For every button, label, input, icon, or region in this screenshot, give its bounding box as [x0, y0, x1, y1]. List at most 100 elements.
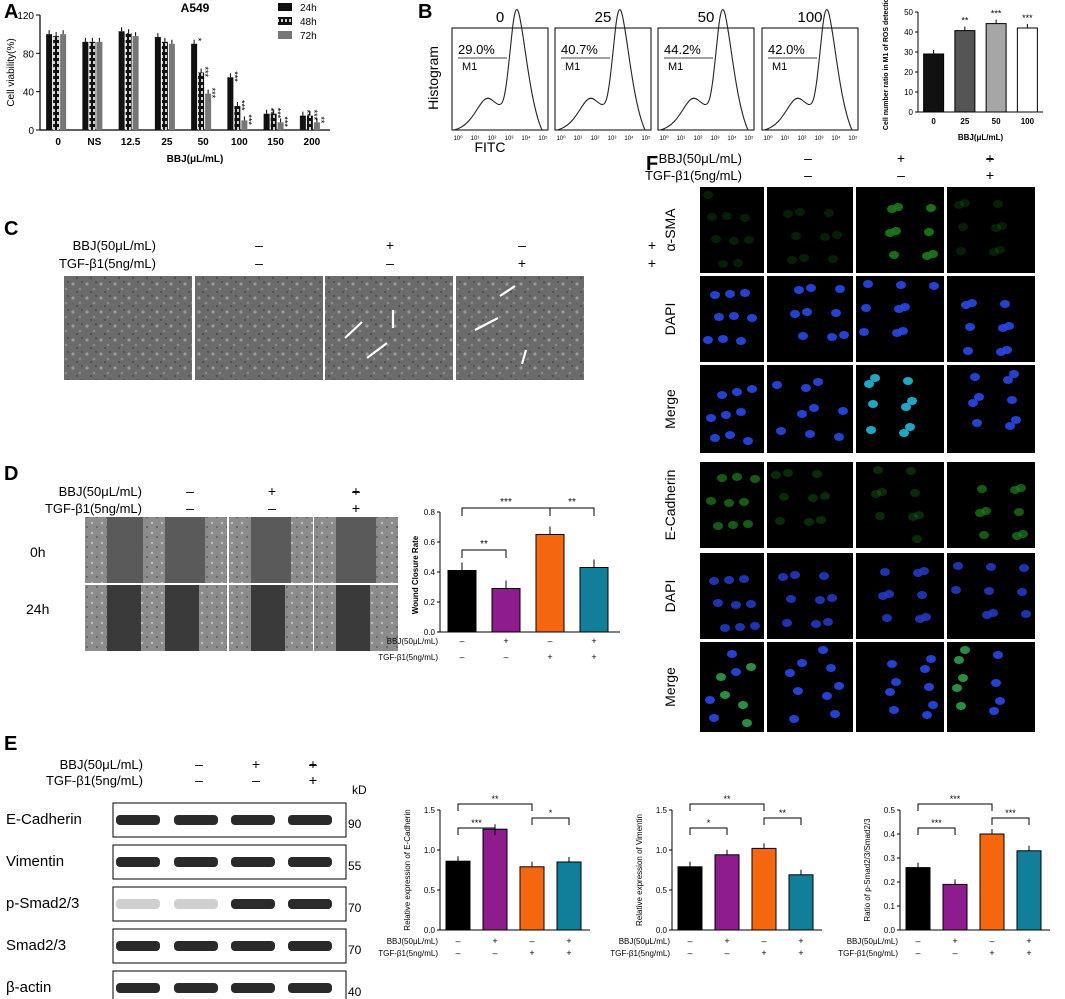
- cell-nucleus: [828, 255, 838, 263]
- histogram-title: 100: [797, 9, 822, 26]
- chart-title: A549: [181, 1, 210, 15]
- cell-nucleus: [929, 282, 939, 290]
- cell-nucleus: [721, 411, 731, 419]
- significance: ***: [207, 88, 217, 99]
- significance-bracket: [461, 507, 551, 516]
- panel-e-bbj-sign: +: [252, 756, 260, 772]
- panel-e-tgf-sign: +: [309, 772, 317, 788]
- cell-nucleus: [997, 222, 1007, 230]
- cell-nucleus: [826, 664, 836, 672]
- gate-percentage: 44.2%: [664, 42, 701, 57]
- panel-d-tgf-label: TGF-β1(5ng/mL): [45, 501, 142, 516]
- histogram-x-tick: 10⁰: [659, 135, 669, 142]
- significance-label: *: [549, 808, 553, 818]
- gate-label: M1: [772, 61, 787, 73]
- chart-tgf-sign: +: [566, 948, 571, 958]
- histogram-x-tick: 10¹: [677, 136, 686, 142]
- bar: [579, 567, 609, 633]
- cell-nucleus: [789, 715, 799, 723]
- chart-tgf-sign: –: [455, 948, 460, 958]
- histogram-x-tick: 10¹: [574, 136, 583, 142]
- cell-nucleus: [926, 655, 936, 663]
- panel-e-bbj-sign: –: [195, 756, 203, 772]
- histogram-title: 0: [496, 9, 504, 26]
- significance-label: ***: [1005, 808, 1016, 818]
- panel-c-tgf-label: TGF-β1(5ng/mL): [59, 256, 156, 271]
- cell-nucleus: [1019, 564, 1029, 572]
- y-tick-label: 0: [909, 108, 914, 117]
- bar-72h: [205, 93, 212, 130]
- cell-nucleus: [776, 427, 786, 435]
- chart-bbj-sign: –: [455, 936, 460, 946]
- cell-nucleus: [783, 210, 793, 218]
- cell-nucleus: [820, 492, 830, 500]
- histogram-curve: [763, 9, 853, 131]
- if-image: [767, 553, 853, 639]
- legend-entry: 72h: [300, 31, 317, 42]
- cell-nucleus: [873, 466, 883, 474]
- bar: [1016, 27, 1038, 113]
- y-tick-label: 30: [904, 48, 913, 57]
- cell-nucleus: [995, 697, 1005, 705]
- cell-nucleus: [738, 701, 748, 709]
- cell-nucleus: [709, 577, 719, 585]
- cell-nucleus: [722, 212, 732, 220]
- cell-nucleus: [988, 609, 998, 617]
- histogram-x-tick: 10⁵: [848, 135, 858, 142]
- cell-nucleus: [965, 323, 975, 331]
- y-tick-label: 1.5: [656, 806, 668, 815]
- cell-nucleus: [790, 571, 800, 579]
- wound-gap: [251, 585, 285, 651]
- panel-d-bbj-sign: –: [352, 483, 360, 499]
- significance: ***: [280, 116, 290, 127]
- if-row-label: α-SMA: [662, 208, 678, 252]
- significance-label: ***: [950, 794, 961, 804]
- cell-nucleus: [709, 714, 719, 722]
- blot-band: [231, 899, 275, 909]
- histogram-title: 25: [595, 9, 612, 26]
- y-tick-label: 0.5: [424, 886, 436, 895]
- arrow-marker: [366, 342, 388, 359]
- cell-nucleus: [744, 236, 754, 244]
- blot-band: [288, 815, 332, 825]
- cell-nucleus: [739, 498, 749, 506]
- histogram-frame: [554, 27, 652, 131]
- panel-f-bbj-sign: +: [986, 150, 994, 166]
- histogram-x-title: FITC: [474, 139, 505, 155]
- cell-nucleus: [713, 599, 723, 607]
- wound-gap: [107, 517, 147, 583]
- cell-nucleus: [794, 286, 804, 294]
- cell-nucleus: [703, 191, 713, 199]
- blot-label: E-Cadherin: [6, 811, 82, 828]
- chart-tgf-label: TGF-β1(5ng/mL): [610, 949, 670, 958]
- cell-nucleus: [838, 407, 848, 415]
- cell-nucleus: [924, 228, 934, 236]
- time-label: 24h: [26, 601, 49, 617]
- significance-bracket: [457, 827, 496, 835]
- histogram-x-tick: 10⁰: [763, 135, 773, 142]
- cell-nucleus: [954, 201, 964, 209]
- bar-72h: [168, 43, 175, 130]
- cell-nucleus: [720, 691, 730, 699]
- cell-nucleus: [822, 692, 832, 700]
- blot-band: [288, 983, 332, 993]
- arrow-marker: [499, 285, 516, 297]
- cell-nucleus: [968, 399, 978, 407]
- histogram-x-tick: 10²: [798, 136, 807, 142]
- y-tick-label: 120: [17, 11, 34, 22]
- cell-nucleus: [735, 623, 745, 631]
- bar: [979, 833, 1005, 931]
- bar-48h: [89, 41, 96, 131]
- blot-band: [116, 983, 160, 993]
- histogram-frame: [657, 27, 755, 131]
- significance: ***: [243, 114, 253, 125]
- cell-nucleus: [736, 408, 746, 416]
- panel-f-bbj-label: BBJ(50μL/mL): [659, 151, 742, 166]
- cell-nucleus: [830, 710, 840, 718]
- panel-f-tgf-sign: +: [986, 167, 994, 183]
- panel-f-tgf-label: TGF-β1(5ng/mL): [645, 168, 742, 183]
- kd-marker: 40: [348, 985, 362, 999]
- cell-nucleus: [820, 233, 830, 241]
- cell-nucleus: [813, 378, 823, 386]
- x-axis-title: BBJ(μL/mL): [958, 133, 1004, 142]
